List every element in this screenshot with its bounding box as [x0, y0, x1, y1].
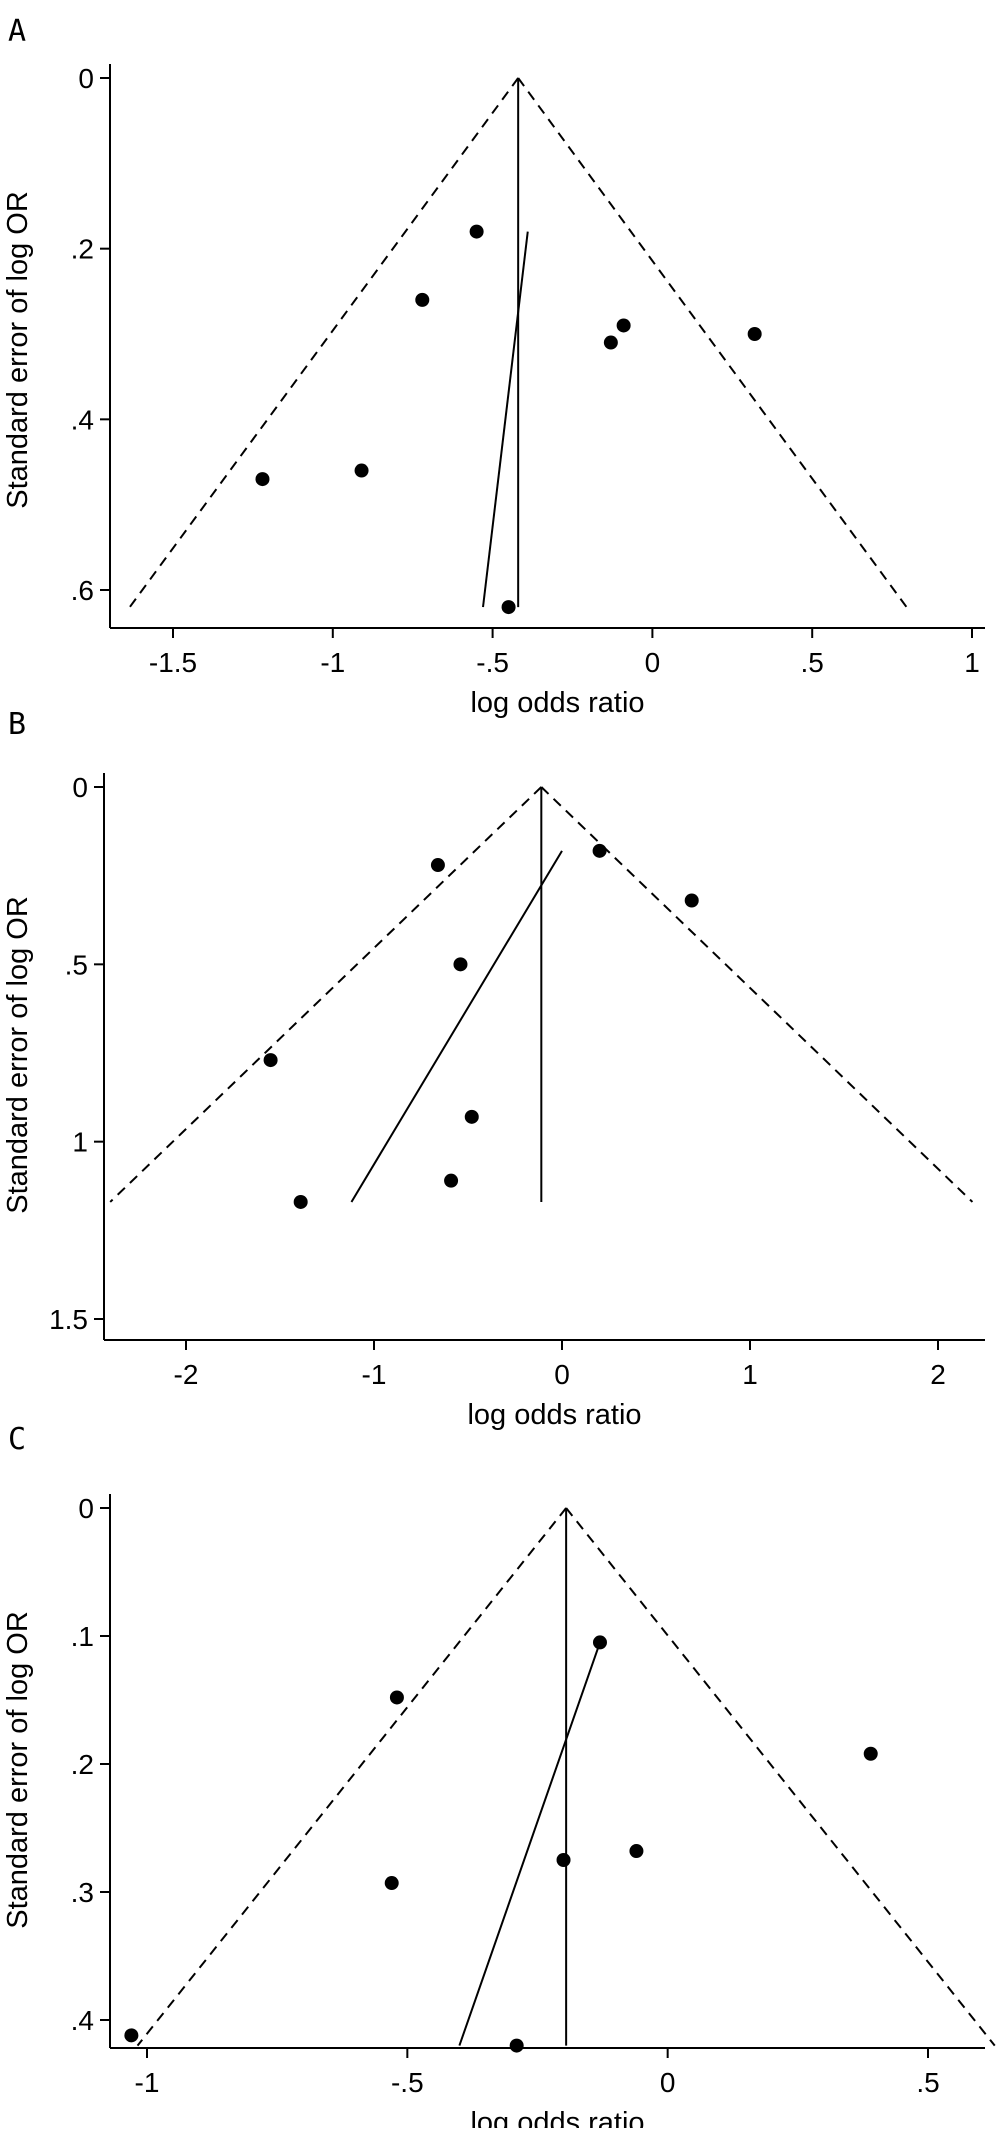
x-tick-label: -1.5: [149, 647, 197, 678]
regression-line: [458, 1642, 601, 2046]
y-tick-label: .2: [71, 234, 94, 265]
study-point: [592, 843, 607, 858]
x-tick-label: .5: [916, 2067, 939, 2098]
x-axis-title: log odds ratio: [467, 1399, 641, 1431]
y-axis-title: Standard error of log OR: [2, 896, 34, 1214]
y-tick-label: .3: [71, 1877, 94, 1908]
study-point: [464, 1109, 479, 1124]
y-tick-label: .6: [71, 575, 94, 606]
study-point: [124, 2028, 139, 2043]
study-point: [354, 463, 369, 478]
study-point: [415, 292, 430, 307]
study-point: [684, 893, 699, 908]
study-point: [509, 2038, 524, 2053]
y-tick-label: 1.5: [49, 1304, 88, 1335]
study-point: [629, 1844, 644, 1859]
y-tick-label: .4: [71, 2005, 94, 2036]
x-tick-label: -1: [320, 647, 345, 678]
study-point: [255, 472, 270, 487]
y-tick-label: .5: [65, 949, 88, 980]
study-point: [747, 327, 762, 341]
y-axis-title: Standard error of log OR: [2, 191, 34, 509]
x-axis-title: log odds ratio: [470, 687, 644, 719]
study-point: [501, 600, 516, 615]
study-point: [616, 318, 631, 333]
funnel-plot-c: -1 -.5 0 .5 0 .1 .2 .3 .4 log odds ratio Standard …: [2, 1493, 996, 2133]
y-tick-label: 1: [72, 1127, 88, 1158]
x-tick-label: 2: [930, 1359, 946, 1390]
study-point: [863, 1746, 878, 1761]
funnel-panel-a: A -1.5 -1 -.5 0 .5 1 0 .2 .4 .6 log odds ratio Stan…: [0, 0, 1004, 720]
funnel-left-boundary: [128, 77, 519, 608]
panel-letter-c: C: [8, 1422, 27, 1457]
y-tick-label: .4: [71, 404, 94, 435]
study-point: [389, 1690, 404, 1705]
x-tick-label: 0: [554, 1359, 570, 1390]
study-point: [384, 1876, 399, 1891]
study-point: [469, 224, 484, 239]
funnel-plot-a: -1.5 -1 -.5 0 .5 1 0 .2 .4 .6 log odds ratio Standa…: [2, 63, 985, 719]
x-tick-label: -1: [135, 2067, 160, 2098]
funnel-right-boundary: [565, 1507, 996, 2047]
regression-line: [482, 231, 529, 608]
y-tick-label: .2: [71, 1749, 94, 1780]
x-tick-label: -.5: [391, 2067, 424, 2098]
funnel-left-boundary: [109, 786, 543, 1203]
x-tick-label: 1: [742, 1359, 758, 1390]
x-axis-title: log odds ratio: [470, 2107, 644, 2128]
study-point: [444, 1173, 459, 1188]
study-point: [430, 858, 445, 873]
y-tick-label: 0: [78, 63, 94, 94]
funnel-right-boundary: [517, 77, 908, 608]
x-tick-label: -2: [174, 1359, 199, 1390]
funnel-right-boundary: [540, 786, 974, 1203]
funnel-left-boundary: [136, 1507, 567, 2047]
study-point: [592, 1635, 607, 1650]
x-tick-label: 0: [660, 2067, 676, 2098]
y-tick-label: .1: [71, 1621, 94, 1652]
panel-letter-a: A: [8, 14, 27, 49]
y-tick-label: 0: [72, 772, 88, 803]
funnel-plot-b: -2 -1 0 1 2 0 .5 1 1.5 log odds ratio Standard err…: [2, 772, 985, 1431]
funnel-panel-b: B -2 -1 0 1 2 0 .5 1 1.5 log odds ratio Standard e…: [0, 705, 1004, 1435]
study-point: [603, 335, 618, 350]
study-point: [556, 1853, 571, 1867]
x-tick-label: -.5: [476, 647, 509, 678]
y-axis-title: Standard error of log OR: [2, 1611, 34, 1929]
x-tick-label: 0: [645, 647, 661, 678]
regression-line: [350, 850, 563, 1203]
study-point: [453, 957, 468, 972]
panel-letter-b: B: [8, 707, 27, 742]
x-tick-label: 1: [964, 647, 980, 678]
x-tick-label: .5: [801, 647, 824, 678]
y-tick-label: 0: [78, 1493, 94, 1524]
funnel-panel-c: C -1 -.5 0 .5 0 .1 .2 .3 .4 log odds ratio Standar…: [0, 1420, 1004, 2133]
x-tick-label: -1: [362, 1359, 387, 1390]
study-point: [263, 1053, 278, 1068]
study-point: [293, 1194, 308, 1209]
